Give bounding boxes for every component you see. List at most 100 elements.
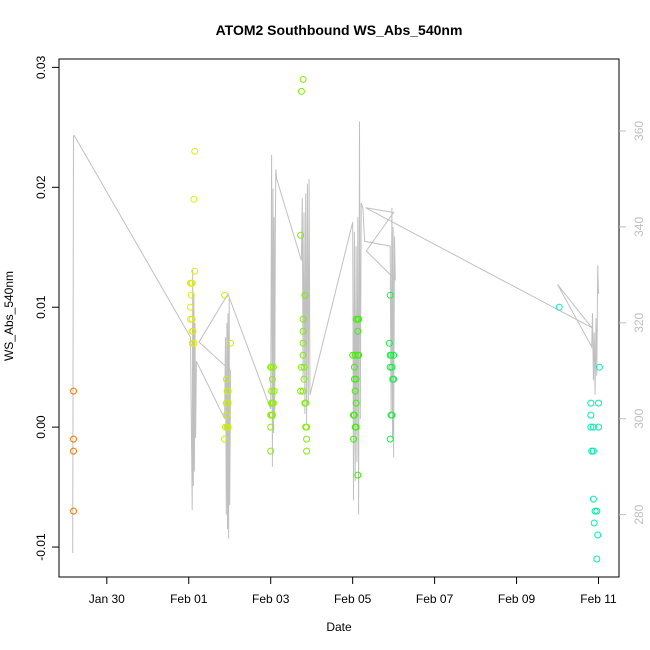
data-point <box>595 399 602 407</box>
x-tick-label: Feb 05 <box>334 592 372 606</box>
data-point <box>222 375 230 383</box>
data-point <box>227 339 235 347</box>
x-tick-label: Feb 07 <box>416 592 454 606</box>
y-axis-label: WS_Abs_540nm <box>2 271 16 361</box>
x-axis: Jan 30 Feb 01 Feb 03 Feb 05 Feb 07 Feb 09 Feb … <box>89 577 617 606</box>
data-point <box>269 363 277 371</box>
data-point <box>187 303 194 311</box>
data-point <box>191 267 199 275</box>
data-point <box>70 435 77 443</box>
data-point <box>386 291 394 299</box>
data-point <box>351 351 359 359</box>
y-tick-label: 0.00 <box>34 415 48 439</box>
data-point <box>224 387 232 395</box>
data-point <box>587 411 595 419</box>
data-point <box>593 555 601 563</box>
data-point <box>299 75 307 83</box>
y2-tick-label: 320 <box>632 312 646 332</box>
y-axis-right: 280 300 320 340 360 <box>619 121 646 525</box>
data-point <box>587 423 595 431</box>
data-point <box>224 399 232 407</box>
data-point <box>589 495 597 503</box>
data-point <box>268 375 276 383</box>
data-point <box>224 423 232 431</box>
data-point <box>222 411 230 419</box>
data-point <box>388 363 396 371</box>
plot-frame <box>58 58 620 578</box>
data-point <box>388 411 396 419</box>
data-point <box>390 375 398 383</box>
data-point <box>555 303 563 311</box>
data-point <box>385 339 393 347</box>
data-point <box>188 339 196 347</box>
data-point <box>269 399 277 407</box>
data-point <box>303 435 311 443</box>
data-point <box>351 387 359 395</box>
data-point <box>268 387 276 395</box>
data-point <box>300 363 308 371</box>
data-point <box>386 435 394 443</box>
data-point <box>300 375 308 383</box>
data-point <box>299 339 307 347</box>
data-point <box>221 291 229 299</box>
y-tick-label: 0.01 <box>34 295 48 319</box>
data-point <box>589 447 597 455</box>
x-tick-label: Feb 03 <box>252 592 290 606</box>
chart-title: ATOM2 Southbound WS_Abs_540nm <box>216 22 463 38</box>
data-point <box>70 447 77 455</box>
data-point <box>70 387 77 395</box>
right-axis-line-series <box>72 121 599 554</box>
data-point <box>589 423 597 431</box>
data-point <box>191 147 199 155</box>
data-point <box>595 363 603 371</box>
data-point <box>590 519 598 527</box>
x-axis-label: Date <box>326 620 352 634</box>
data-point <box>352 423 360 431</box>
y-tick-label: -0.01 <box>34 533 48 561</box>
data-point <box>190 195 198 203</box>
data-point <box>352 375 360 383</box>
data-point <box>587 399 595 407</box>
y2-tick-label: 300 <box>632 408 646 428</box>
y-tick-label: 0.02 <box>34 175 48 199</box>
series-line <box>72 121 599 554</box>
data-point <box>354 327 362 335</box>
data-point <box>303 423 311 431</box>
data-point <box>593 507 601 515</box>
data-point <box>299 315 307 323</box>
data-point <box>595 423 602 431</box>
y-axis-left: -0.01 0.00 0.01 0.02 0.03 <box>34 55 59 561</box>
data-point <box>221 435 229 443</box>
data-point <box>594 531 602 539</box>
data-point <box>187 315 194 323</box>
data-point <box>299 327 307 335</box>
data-point <box>390 351 398 359</box>
data-point <box>268 411 276 419</box>
data-point <box>350 363 358 371</box>
data-point <box>270 387 278 395</box>
y-tick-label: 0.03 <box>34 55 48 79</box>
y2-tick-label: 360 <box>632 121 646 141</box>
data-point <box>188 279 196 287</box>
data-point <box>189 327 197 335</box>
y2-tick-label: 280 <box>632 504 646 524</box>
data-point <box>297 87 305 95</box>
data-point <box>267 447 275 455</box>
data-point <box>350 411 358 419</box>
data-point <box>387 351 395 359</box>
data-point <box>350 435 357 443</box>
x-tick-label: Jan 30 <box>89 592 125 606</box>
x-tick-label: Feb 01 <box>170 592 208 606</box>
data-point <box>301 291 309 299</box>
x-tick-label: Feb 11 <box>580 592 617 606</box>
data-point <box>297 363 305 371</box>
y2-tick-label: 340 <box>632 217 646 237</box>
data-point <box>302 399 310 407</box>
data-point <box>354 471 362 479</box>
data-point <box>299 387 307 395</box>
data-point <box>352 399 360 407</box>
data-point <box>297 387 305 395</box>
data-point <box>303 447 311 455</box>
data-point <box>355 315 363 323</box>
